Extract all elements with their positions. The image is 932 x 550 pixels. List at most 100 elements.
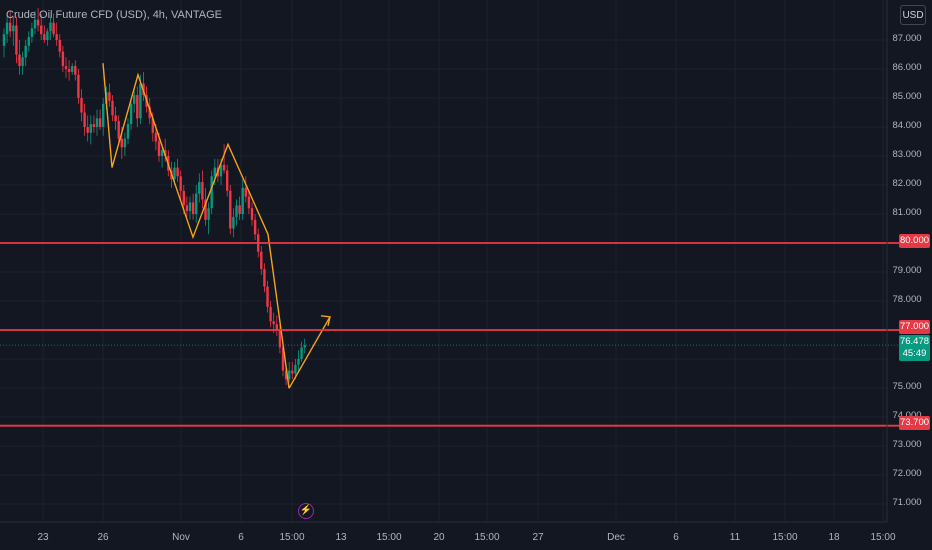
- price-axis-label: 72.000: [892, 468, 922, 479]
- candle-body: [222, 164, 226, 171]
- candle-body: [139, 83, 142, 119]
- price-axis-label: 74.000: [888, 410, 926, 421]
- price-axis-label: 71.000: [892, 497, 922, 508]
- time-axis-label: Nov: [172, 532, 190, 543]
- time-axis-label: 23: [37, 532, 49, 543]
- candle-body: [126, 124, 130, 139]
- candle-body: [226, 170, 229, 191]
- horizontal-levels: [0, 242, 900, 427]
- candle-body: [260, 251, 263, 270]
- candle-body: [77, 74, 80, 98]
- time-axis-label: 26: [97, 532, 109, 543]
- price-axis-label: 82.000: [892, 178, 922, 189]
- candle-body: [74, 66, 77, 75]
- price-axis-label: 81.000: [892, 207, 922, 218]
- time-axis-label: 27: [532, 532, 544, 543]
- zigzag-line: [102, 63, 290, 389]
- candle-body: [114, 115, 117, 122]
- candle-body: [303, 345, 306, 348]
- candle-body: [67, 69, 71, 72]
- candle-body: [198, 182, 201, 194]
- candlestick-series: [2, 8, 306, 386]
- candle-body: [148, 106, 151, 119]
- candle-body: [247, 196, 251, 209]
- time-axis-label: 15:00: [772, 532, 798, 543]
- candle-body: [102, 103, 105, 127]
- candle-body: [24, 45, 27, 58]
- candle-body: [33, 19, 37, 29]
- candle-body: [263, 269, 266, 287]
- level-80-price-tag: 80.000: [899, 234, 930, 248]
- time-axis-label: 15:00: [870, 532, 896, 543]
- candle-body: [275, 324, 278, 330]
- candle-body: [191, 202, 195, 214]
- candle-body: [12, 25, 15, 32]
- price-axis-label: 79.000: [892, 265, 922, 276]
- candle-body: [80, 98, 83, 113]
- candle-body: [49, 22, 52, 32]
- candle-body: [250, 208, 254, 220]
- candle-body: [136, 95, 139, 119]
- candle-body: [229, 190, 232, 229]
- time-axis-label: 20: [433, 532, 445, 543]
- candle-body: [21, 57, 24, 67]
- current-price-value: 76.478: [899, 336, 930, 347]
- candle-body: [98, 118, 102, 127]
- candle-body: [61, 51, 65, 67]
- price-axis-label: 83.000: [892, 149, 922, 160]
- candle-body: [238, 205, 241, 214]
- time-axis-label: 18: [828, 532, 840, 543]
- zigzag-drawing: [102, 63, 331, 389]
- candle-body: [244, 187, 247, 197]
- price-axis-label: 78.000: [892, 294, 922, 305]
- candle-body: [269, 306, 272, 322]
- candle-body: [27, 37, 30, 46]
- time-axis-label: 6: [238, 532, 244, 543]
- time-axis-label: 13: [335, 532, 347, 543]
- candle-body: [219, 164, 223, 177]
- candle-body: [9, 22, 12, 32]
- candle-body: [160, 150, 164, 156]
- candle-body: [18, 54, 21, 67]
- candle-body: [64, 66, 68, 69]
- candle-body: [123, 138, 127, 148]
- candle-body: [151, 118, 154, 133]
- symbol-title[interactable]: Crude Oil Future CFD (USD), 4h, VANTAGE: [6, 9, 222, 21]
- candle-body: [232, 216, 235, 229]
- candle-body: [46, 31, 49, 40]
- candle-body: [58, 40, 61, 52]
- time-axis-label: 6: [673, 532, 679, 543]
- candle-body: [40, 25, 43, 35]
- candle-body: [2, 34, 6, 46]
- price-axis-label: 86.000: [892, 62, 922, 73]
- price-axis-label: 75.000: [892, 381, 922, 392]
- candle-body: [291, 370, 294, 374]
- candle-body: [210, 176, 213, 209]
- candle-body: [154, 132, 158, 142]
- candle-body: [15, 25, 18, 55]
- currency-button[interactable]: USD: [900, 5, 926, 25]
- candle-body: [281, 347, 285, 371]
- time-axis-label: 11: [729, 532, 741, 543]
- candle-body: [235, 205, 238, 217]
- candle-body: [111, 100, 114, 116]
- candle-body: [120, 138, 123, 148]
- candle-body: [294, 364, 297, 374]
- candle-body: [241, 187, 244, 214]
- time-axis-label: 15:00: [279, 532, 305, 543]
- candle-body: [195, 193, 198, 214]
- candle-body: [266, 286, 269, 307]
- candle-body: [176, 167, 179, 177]
- price-axis-label: 73.000: [892, 439, 922, 450]
- candle-body: [129, 103, 133, 125]
- level-73-7-price-tag: 73.700: [899, 416, 930, 430]
- chart-grid: [0, 0, 887, 522]
- candle-body: [95, 118, 99, 127]
- candle-body: [297, 359, 300, 365]
- candle-body: [117, 121, 120, 139]
- candle-body: [86, 127, 89, 133]
- candle-body: [173, 167, 176, 180]
- lightning-bolt-icon[interactable]: ⚡: [298, 503, 314, 519]
- candle-body: [201, 182, 204, 200]
